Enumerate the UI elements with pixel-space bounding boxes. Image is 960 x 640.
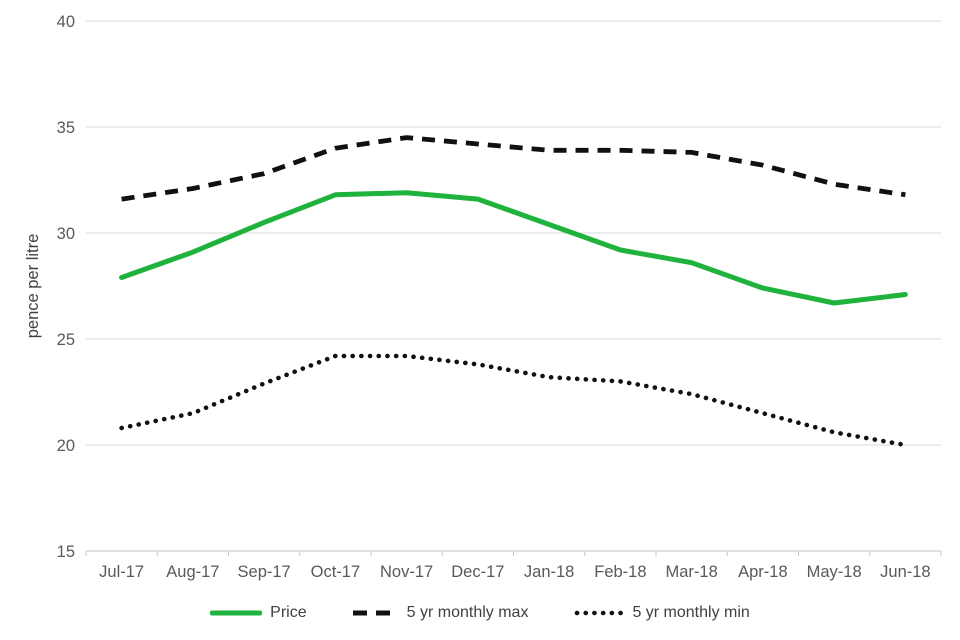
x-axis-tick-label: Jan-18 (524, 563, 574, 581)
x-axis-tick-label: Sep-17 (238, 563, 291, 581)
y-axis-title: pence per litre (24, 234, 42, 339)
min-line-sample (574, 608, 625, 618)
x-axis-tick-label: Jun-18 (880, 563, 930, 581)
x-axis-tick-label: Mar-18 (665, 563, 717, 581)
y-axis-tick-label: 15 (57, 543, 75, 561)
x-axis-tick-label: Oct-17 (311, 563, 361, 581)
legend-label-min: 5 yr monthly min (632, 604, 750, 621)
legend-label-max: 5 yr monthly max (406, 604, 529, 621)
legend-item-price: Price (210, 604, 307, 622)
x-axis-tick-label: Feb-18 (594, 563, 646, 581)
series-line-price (119, 190, 908, 306)
y-axis-tick-label: 30 (57, 225, 75, 243)
y-axis-tick-label: 25 (57, 331, 75, 349)
x-axis-tick-label: Dec-17 (451, 563, 504, 581)
max-line-sample (352, 608, 399, 618)
x-axis-tick-label: May-18 (807, 563, 862, 581)
legend-item-min: 5 yr monthly min (574, 604, 750, 622)
legend-label-price: Price (270, 604, 307, 621)
x-axis-tick-label: Aug-17 (166, 563, 219, 581)
series-line-5-yr-monthly-min (119, 353, 908, 448)
series-line-5-yr-monthly-max (121, 135, 906, 202)
x-axis-tick-label: Nov-17 (380, 563, 433, 581)
legend-item-max: 5 yr monthly max (352, 604, 529, 622)
x-axis-tick-label: Jul-17 (99, 563, 144, 581)
x-axis-tick-label: Apr-18 (738, 563, 788, 581)
y-axis-tick-label: 35 (57, 119, 75, 137)
y-axis-tick-label: 40 (57, 13, 75, 31)
chart-legend: Price 5 yr monthly max 5 yr monthly min (0, 596, 960, 630)
y-axis-tick-label: 20 (57, 437, 75, 455)
line-chart-plot-area: pence per litre 15 20 25 30 35 40 Jul-17 Aug-17… (24, 13, 942, 581)
price-line-sample (210, 608, 263, 618)
